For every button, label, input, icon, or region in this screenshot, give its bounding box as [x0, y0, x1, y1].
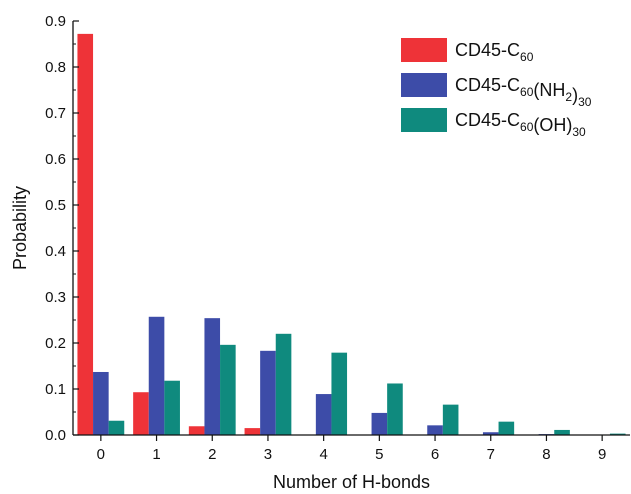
legend-subscript: 60	[520, 85, 534, 99]
y-tick-label: 0.6	[45, 151, 66, 168]
y-tick-label: 0.2	[45, 335, 66, 352]
ticks-layer: 0.0 0.1 0.2 0.3 0.4 0.5 0.6 0.7 0.8 0.9 0 1 2 3 4 5 6 7 8 9	[45, 13, 606, 463]
bar-series3-cat4	[331, 352, 348, 435]
bar-series2-cat0	[93, 371, 109, 435]
legend-subscript: 60	[520, 50, 534, 64]
y-tick-label: 0.5	[45, 197, 66, 214]
legend-subscript: 30	[572, 125, 586, 139]
legend-text-part: CD45-C	[455, 75, 520, 95]
legend-label-series3: CD45-C60(OH)30	[455, 110, 586, 139]
y-tick-label: 0.0	[45, 427, 66, 444]
y-axis-title: Probability	[10, 186, 30, 270]
x-tick-label: 2	[208, 446, 216, 463]
bar-series2-cat6	[427, 425, 443, 435]
x-tick-label: 3	[264, 446, 272, 463]
bars-layer	[77, 33, 626, 435]
legend-subscript: 60	[520, 120, 534, 134]
bar-series3-cat2	[220, 344, 236, 435]
legend-subscript: 30	[578, 95, 592, 109]
x-tick-label: 5	[375, 446, 383, 463]
legend-text-part: CD45-C	[455, 40, 520, 60]
bar-series3-cat0	[108, 420, 125, 435]
x-tick-label: 4	[319, 446, 327, 463]
legend-text-part: )	[572, 85, 578, 105]
x-tick-label: 8	[542, 446, 550, 463]
legend-label-series2: CD45-C60(NH2)30	[455, 75, 592, 109]
y-tick-label: 0.9	[45, 13, 66, 30]
bar-series2-cat3	[260, 350, 276, 435]
bar-series3-cat9	[609, 433, 626, 435]
bar-series1-cat3	[244, 428, 261, 435]
bar-series2-cat1	[148, 316, 165, 435]
y-tick-label: 0.3	[45, 289, 66, 306]
bar-series3-cat6	[442, 404, 459, 435]
legend-swatch-series3	[401, 108, 447, 132]
bar-series1-cat0	[77, 33, 94, 435]
y-tick-label: 0.7	[45, 105, 66, 122]
legend-text-part: (OH)	[533, 115, 572, 135]
x-tick-label: 7	[487, 446, 495, 463]
bar-series2-cat7	[482, 432, 499, 435]
legend-swatch-series2	[401, 73, 447, 97]
x-tick-label: 1	[152, 446, 160, 463]
legend-swatch-series1	[401, 38, 447, 62]
bar-series3-cat7	[498, 421, 515, 435]
bar-series2-cat4	[315, 394, 332, 435]
y-tick-label: 0.8	[45, 59, 66, 76]
bar-series1-cat2	[188, 426, 205, 435]
x-axis-title: Number of H-bonds	[273, 472, 430, 492]
y-tick-label: 0.4	[45, 243, 66, 260]
legend-label-series1: CD45-C60	[455, 40, 534, 64]
legend-text-part: CD45-C	[455, 110, 520, 130]
bar-series2-cat2	[204, 318, 221, 435]
x-tick-label: 9	[598, 446, 606, 463]
x-tick-label: 6	[431, 446, 439, 463]
bar-series3-cat3	[275, 333, 292, 435]
bar-series2-cat5	[371, 412, 388, 435]
y-tick-label: 0.1	[45, 381, 66, 398]
x-tick-label: 0	[97, 446, 105, 463]
bar-series1-cat1	[133, 392, 149, 435]
bar-series3-cat8	[554, 429, 570, 435]
legend-text-part: (NH	[533, 80, 565, 100]
legend-subscript: 2	[565, 90, 572, 104]
bar-series3-cat1	[164, 380, 180, 435]
bar-series3-cat5	[387, 383, 403, 435]
